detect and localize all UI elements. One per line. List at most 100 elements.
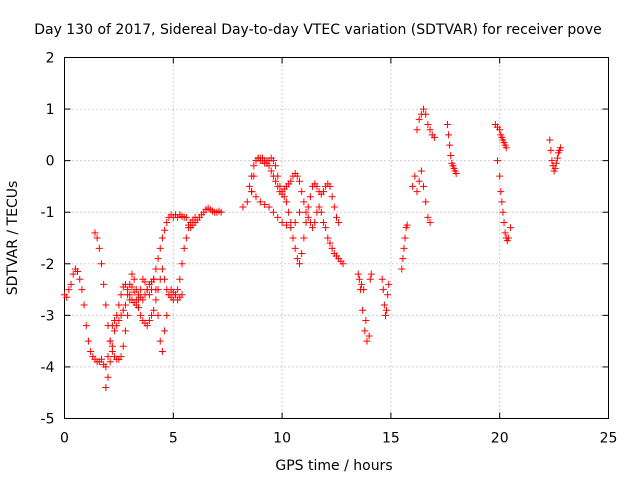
plot-frame xyxy=(64,57,609,419)
data-point xyxy=(424,213,432,221)
data-point xyxy=(100,280,108,288)
data-point xyxy=(117,311,125,319)
data-point xyxy=(296,208,304,216)
data-point xyxy=(280,193,288,201)
data-point xyxy=(496,172,504,180)
data-point xyxy=(422,198,430,206)
data-point xyxy=(178,260,186,268)
data-point xyxy=(498,198,506,206)
data-point xyxy=(156,244,164,252)
y-tick-label: -5 xyxy=(41,412,55,428)
data-point xyxy=(182,213,190,221)
data-point xyxy=(124,291,132,299)
data-point xyxy=(130,275,138,283)
series-15 xyxy=(546,136,565,175)
data-point xyxy=(163,311,171,319)
data-point xyxy=(93,234,101,242)
series-5 xyxy=(245,154,347,268)
data-point xyxy=(152,296,160,304)
series-13 xyxy=(491,121,510,152)
data-point xyxy=(380,301,388,309)
data-point xyxy=(446,141,454,149)
data-point xyxy=(383,306,391,314)
data-point xyxy=(217,208,225,216)
data-point xyxy=(78,286,86,294)
y-tick-label: -1 xyxy=(41,205,55,221)
data-point xyxy=(158,265,166,273)
data-point xyxy=(306,193,314,201)
data-point xyxy=(385,280,393,288)
data-point xyxy=(171,291,179,299)
data-point xyxy=(339,260,347,268)
data-point xyxy=(501,229,509,237)
data-point xyxy=(360,286,368,294)
series-6 xyxy=(248,188,304,232)
data-point xyxy=(154,311,162,319)
data-point xyxy=(84,337,92,345)
data-point xyxy=(304,203,312,211)
data-point xyxy=(150,306,158,314)
data-point xyxy=(411,172,419,180)
data-point xyxy=(141,291,149,299)
data-point xyxy=(328,244,336,252)
data-point xyxy=(176,275,184,283)
data-point xyxy=(298,249,306,257)
grid-lines xyxy=(64,57,609,419)
data-point xyxy=(124,311,132,319)
data-point xyxy=(415,115,423,123)
data-point xyxy=(282,221,290,229)
data-point xyxy=(119,342,127,350)
data-point xyxy=(547,146,555,154)
data-point xyxy=(447,151,455,159)
data-point xyxy=(313,182,321,190)
data-points xyxy=(61,105,565,392)
x-tick-label: 0 xyxy=(60,431,69,447)
data-point xyxy=(126,280,134,288)
data-point xyxy=(158,234,166,242)
data-point xyxy=(128,270,136,278)
data-point xyxy=(309,224,317,232)
data-point xyxy=(102,363,110,371)
data-point xyxy=(365,332,373,340)
data-point xyxy=(366,275,374,283)
y-tick-label: 1 xyxy=(46,102,55,118)
data-point xyxy=(333,213,340,221)
data-point xyxy=(63,293,71,301)
data-point xyxy=(422,110,430,118)
data-point xyxy=(426,126,434,134)
data-point xyxy=(161,275,169,283)
data-point xyxy=(499,208,507,216)
data-point xyxy=(426,219,434,227)
data-point xyxy=(132,296,140,304)
data-point xyxy=(267,167,275,175)
data-point xyxy=(502,144,510,152)
x-tick-label: 15 xyxy=(382,431,400,447)
data-point xyxy=(317,208,325,216)
data-point xyxy=(420,182,428,190)
data-point xyxy=(278,219,286,227)
data-point xyxy=(361,327,369,335)
data-point xyxy=(134,304,142,312)
data-point xyxy=(165,291,173,299)
series-12 xyxy=(443,121,460,178)
data-point xyxy=(326,239,334,247)
data-point xyxy=(319,188,327,196)
chart-title: Day 130 of 2017, Sidereal Day-to-day VTE… xyxy=(34,22,602,38)
data-point xyxy=(324,234,332,242)
data-point xyxy=(115,301,123,309)
series-7 xyxy=(354,270,375,345)
y-tick-label: -4 xyxy=(41,360,55,376)
data-point xyxy=(355,275,363,283)
data-point xyxy=(319,219,327,227)
series-11 xyxy=(413,167,434,227)
data-point xyxy=(363,337,371,345)
data-point xyxy=(546,136,554,144)
data-point xyxy=(150,275,158,283)
data-point xyxy=(65,286,73,294)
data-point xyxy=(161,327,169,335)
data-point xyxy=(104,353,112,361)
data-point xyxy=(250,162,258,170)
data-point xyxy=(243,198,251,206)
data-point xyxy=(335,219,343,227)
data-point xyxy=(252,193,260,201)
